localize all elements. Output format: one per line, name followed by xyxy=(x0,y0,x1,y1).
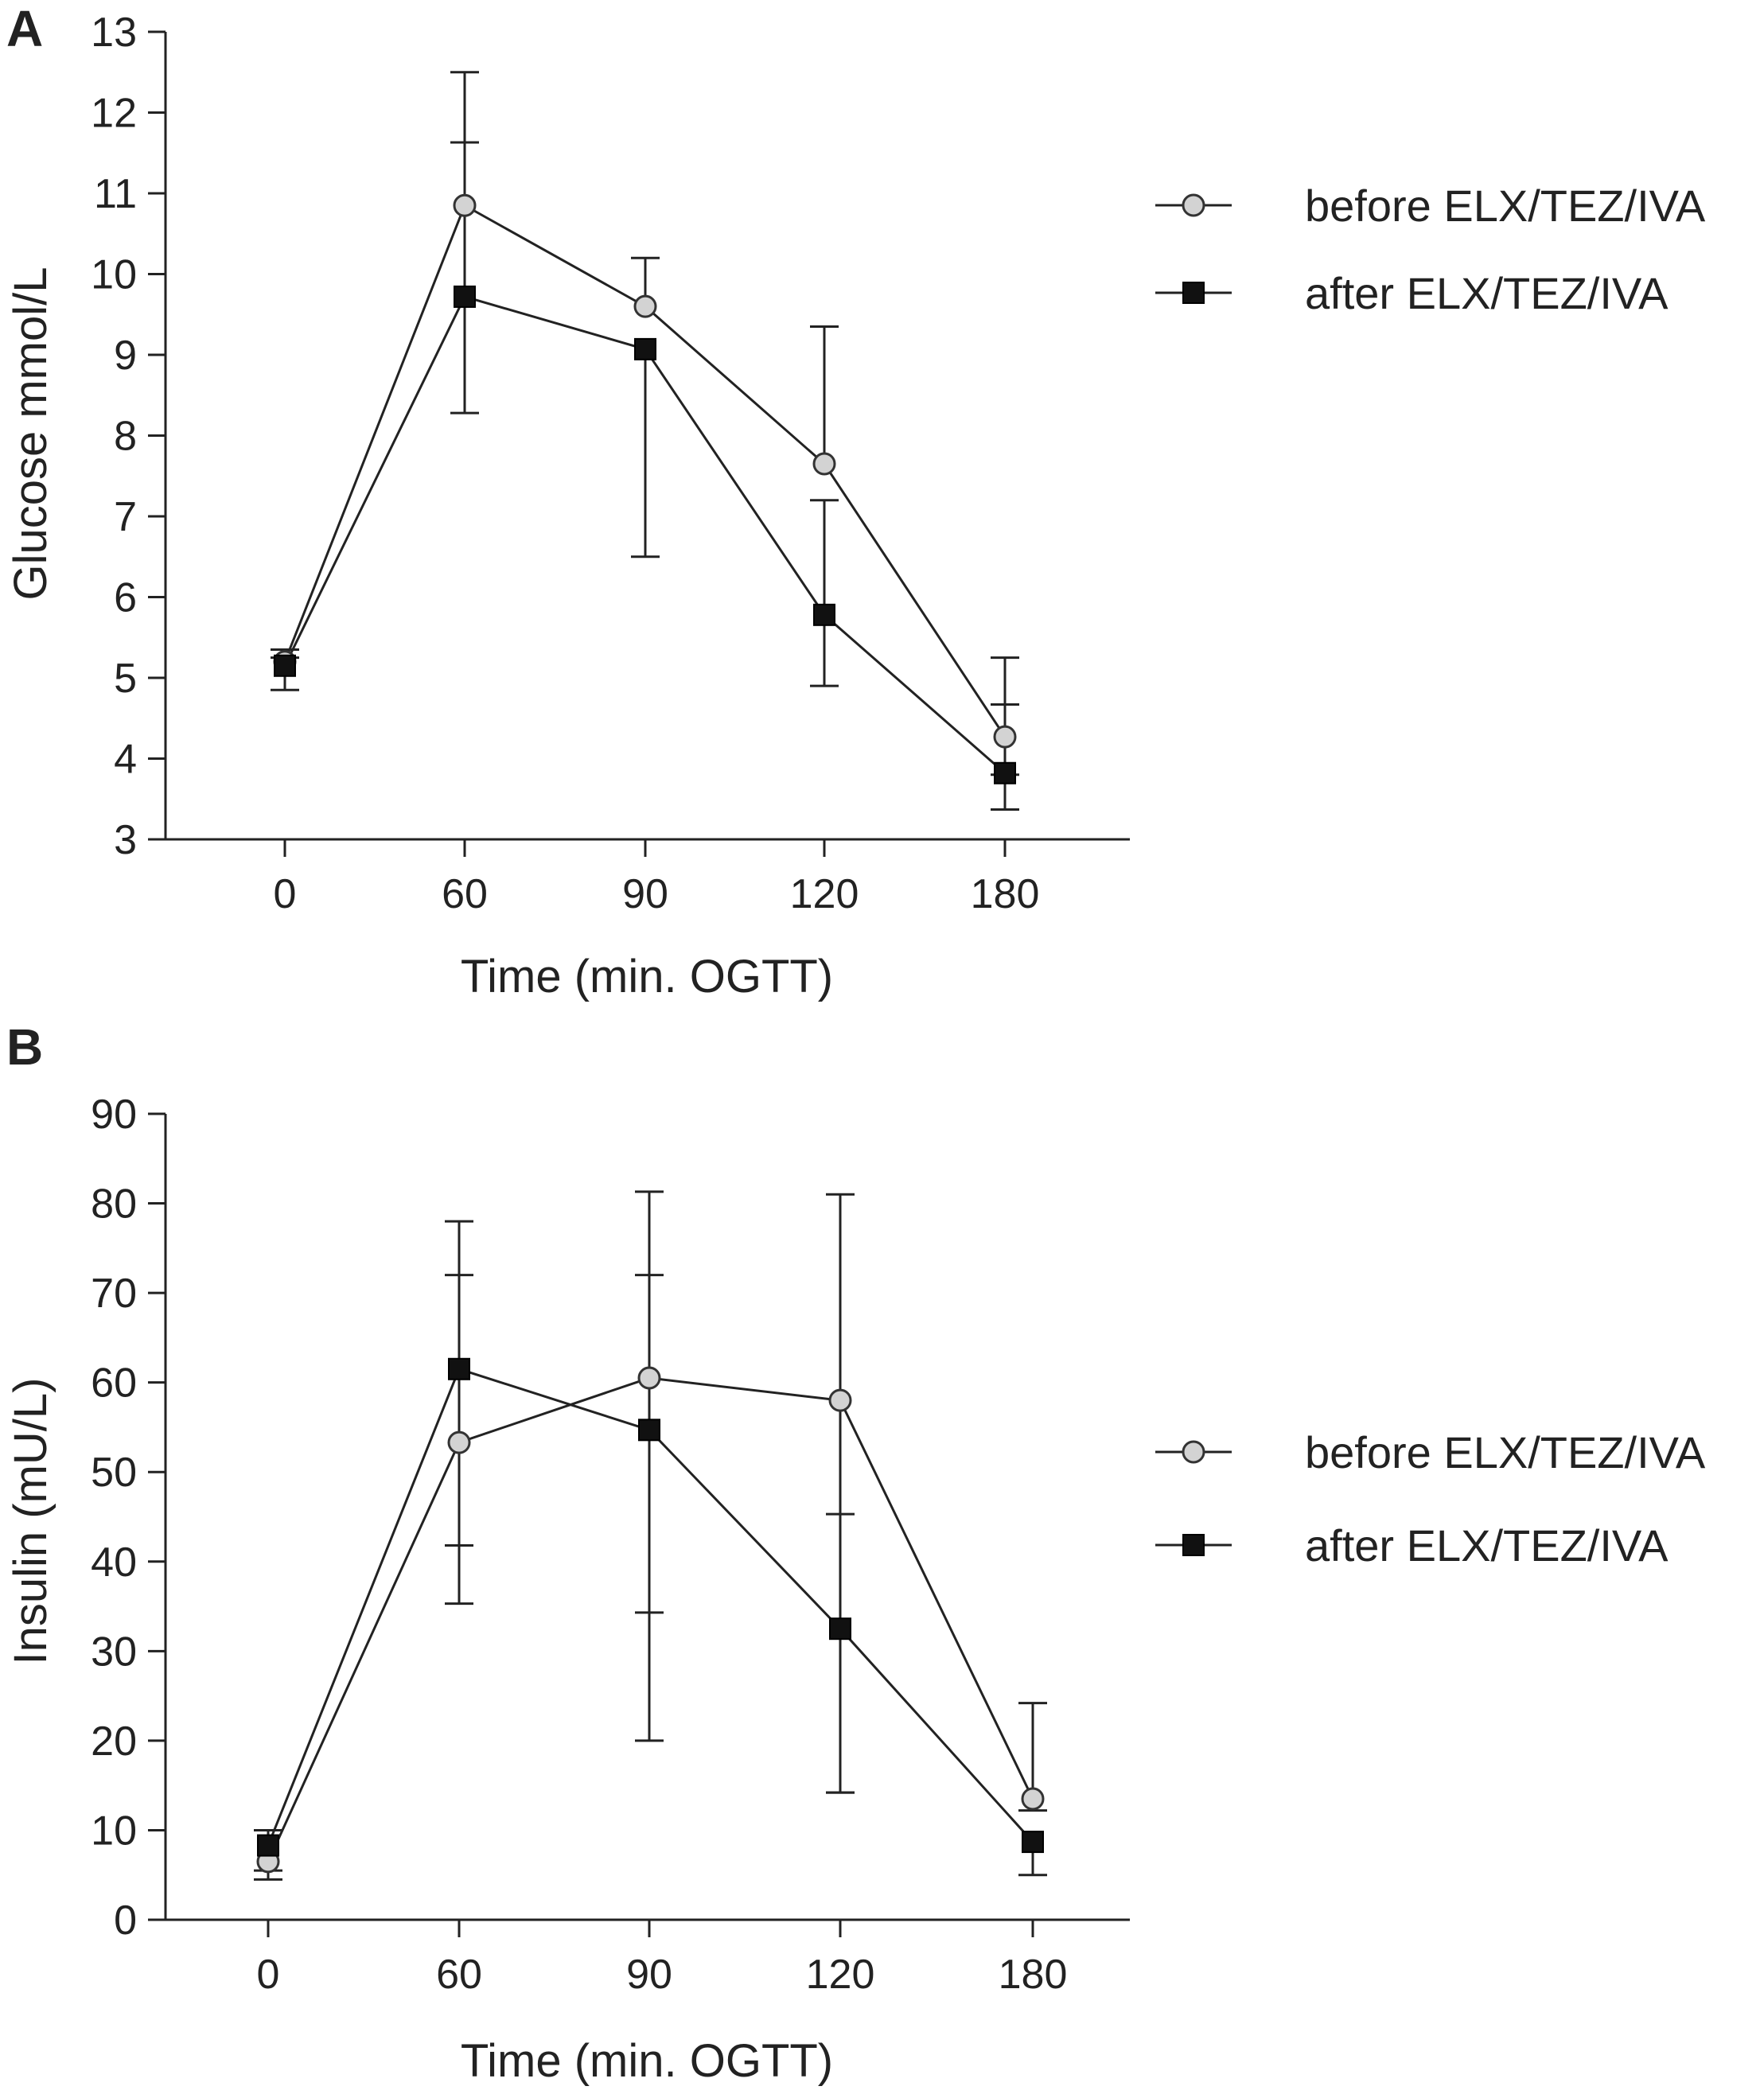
panel-b-legend: before ELX/TEZ/IVA after ELX/TEZ/IVA xyxy=(1155,1427,1706,1570)
panel-a-legend-marker-square xyxy=(1182,282,1205,304)
panel-a-x-tick-label: 60 xyxy=(442,871,488,917)
panel-a-y-tick-label: 6 xyxy=(114,575,137,621)
panel-b-point-before xyxy=(828,1388,852,1412)
panel-b-y-tick-label: 10 xyxy=(91,1808,137,1854)
panel-a-y-tick-label: 11 xyxy=(94,171,137,217)
panel-b-y-axis-title: Insulin (mU/L) xyxy=(5,1378,56,1665)
panel-a-point-before xyxy=(993,725,1017,749)
panel-a-point-after xyxy=(454,285,476,308)
panel-b-letter: B xyxy=(6,1018,43,1076)
panel-a-y-axis-title: Glucose mmol/L xyxy=(5,267,56,600)
panel-a-y-tick-label: 7 xyxy=(114,494,137,540)
panel-b-x-tick-label: 0 xyxy=(257,1952,280,1998)
panel-b-x-tick-label: 60 xyxy=(436,1952,482,1998)
panel-b: B Insulin (mU/L) Time (min. OGTT) 0 10 20 3… xyxy=(5,1018,1706,2087)
panel-a-x-tick-label: 90 xyxy=(622,871,668,917)
panel-b-y-tick-label: 50 xyxy=(91,1450,137,1496)
panel-b-y-tick-label: 0 xyxy=(114,1897,137,1944)
panel-a-letter: A xyxy=(6,0,43,57)
panel-a-point-before xyxy=(812,452,836,476)
panel-a-y-tick-label: 9 xyxy=(114,333,137,379)
panel-b-y-tick-label: 90 xyxy=(91,1092,137,1138)
panel-a-x-tick-label: 120 xyxy=(790,871,859,917)
panel-a-point-after xyxy=(994,761,1016,784)
panel-a-y-tick-label: 10 xyxy=(91,252,137,298)
panel-a-legend: before ELX/TEZ/IVA after ELX/TEZ/IVA xyxy=(1155,181,1706,318)
panel-a-y-tick-label: 3 xyxy=(114,817,137,863)
panel-a-point-before xyxy=(453,193,477,217)
panel-a-x-tick-label: 180 xyxy=(971,871,1040,917)
panel-b-point-before xyxy=(447,1430,471,1454)
panel-b-legend-label: after ELX/TEZ/IVA xyxy=(1305,1520,1669,1570)
panel-a-y-tick-label: 12 xyxy=(91,91,137,137)
panel-b-point-after xyxy=(829,1617,851,1641)
panel-a-legend-label: before ELX/TEZ/IVA xyxy=(1305,181,1706,231)
panel-b-legend-marker-circle xyxy=(1182,1440,1205,1464)
panel-b-point-before xyxy=(1021,1787,1045,1811)
panel-b-y-tick-label: 30 xyxy=(91,1629,137,1675)
panel-b-point-before xyxy=(637,1366,661,1390)
panel-a-y-tick-label: 13 xyxy=(91,10,137,56)
panel-a-point-after xyxy=(634,337,656,360)
panel-a-point-after xyxy=(274,654,296,677)
panel-b-point-after xyxy=(1022,1831,1044,1854)
panel-b-y-tick-label: 80 xyxy=(91,1181,137,1228)
panel-a-x-axis-title: Time (min. OGTT) xyxy=(461,951,833,1002)
panel-a-x-tick-label: 0 xyxy=(274,871,297,917)
panel-a-y-tick-label: 8 xyxy=(114,414,137,460)
panel-b-x-axis-title: Time (min. OGTT) xyxy=(461,2035,833,2087)
panel-b-legend-label: before ELX/TEZ/IVA xyxy=(1305,1427,1706,1477)
panel-b-plot: 0 10 20 30 40 50 60 70 80 90 0 60 90 120 180 xyxy=(91,1092,1130,1998)
panel-a-legend-marker-circle xyxy=(1182,193,1205,217)
panel-b-point-after xyxy=(448,1357,470,1380)
panel-b-y-tick-label: 40 xyxy=(91,1539,137,1586)
panel-a-point-before xyxy=(633,294,657,318)
panel-b-x-tick-label: 120 xyxy=(806,1952,875,1998)
panel-b-y-tick-label: 60 xyxy=(91,1360,137,1407)
panel-b-x-tick-label: 180 xyxy=(999,1952,1068,1998)
panel-a: A Glucose mmol/L Time (min. OGTT) 3 4 5 6 7 8… xyxy=(5,0,1706,1002)
panel-a-y-tick-label: 5 xyxy=(114,656,137,702)
panel-a-legend-label: after ELX/TEZ/IVA xyxy=(1305,268,1669,318)
panel-a-y-tick-label: 4 xyxy=(114,737,137,783)
panel-b-y-tick-label: 70 xyxy=(91,1271,137,1317)
panel-b-point-after xyxy=(257,1834,279,1857)
panel-b-y-tick-label: 20 xyxy=(91,1718,137,1765)
panel-b-point-after xyxy=(638,1419,660,1442)
panel-a-point-after xyxy=(813,603,835,626)
panel-b-legend-marker-square xyxy=(1182,1534,1205,1556)
panel-b-x-tick-label: 90 xyxy=(626,1952,672,1998)
panel-a-plot: 3 4 5 6 7 8 9 10 11 12 13 0 60 90 120 180 xyxy=(91,10,1130,917)
